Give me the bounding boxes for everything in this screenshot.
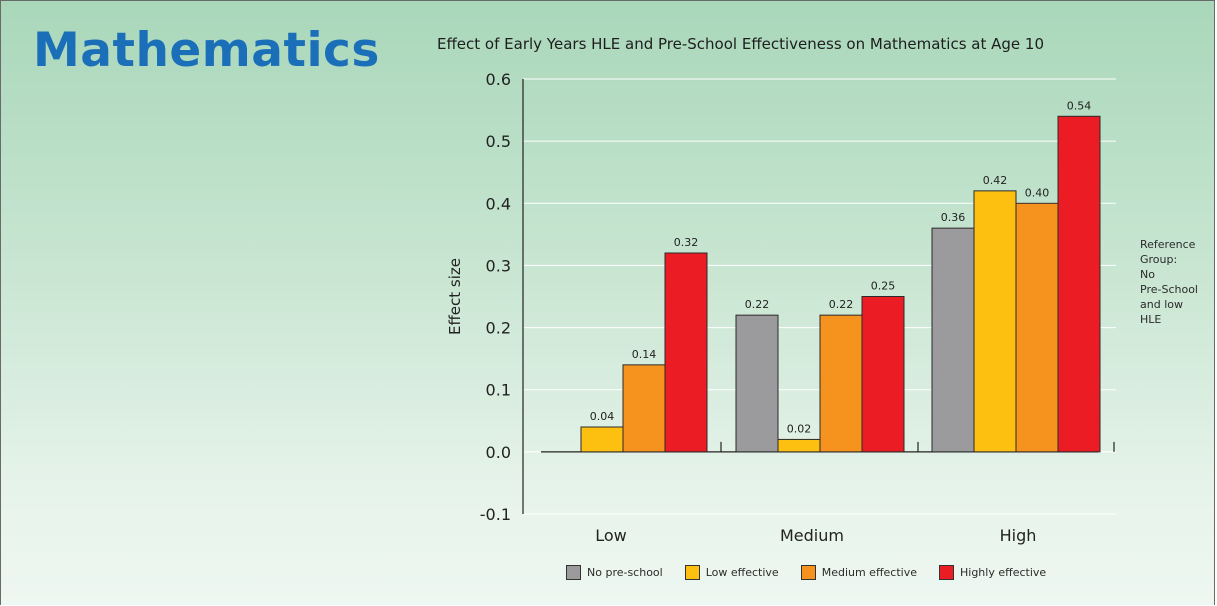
reference-note-line: and low <box>1140 298 1183 311</box>
legend-label: Medium effective <box>821 566 917 579</box>
reference-note-line: No <box>1140 268 1155 281</box>
data-label: 0.25 <box>871 280 896 293</box>
reference-note-line: HLE <box>1140 313 1162 326</box>
data-label: 0.14 <box>632 348 657 361</box>
data-label: 0.40 <box>1025 186 1050 199</box>
y-tick-label: 0.4 <box>486 194 511 213</box>
bar <box>580 426 624 453</box>
y-tick-label: 0.3 <box>486 256 511 275</box>
data-label: 0.32 <box>674 236 699 249</box>
legend-label: No pre-school <box>587 566 663 579</box>
legend-item-medium-effective: Medium effective <box>800 565 917 580</box>
y-axis-label: Effect size <box>446 258 464 335</box>
legend-swatch <box>684 565 700 580</box>
bar <box>861 296 905 453</box>
legend-label: Low effective <box>705 566 779 579</box>
x-tick-label: Low <box>595 526 627 545</box>
legend-label: Highly effective <box>960 566 1047 579</box>
legend: No pre-school Low effective Medium effec… <box>566 565 1068 580</box>
x-tick-label: High <box>1000 526 1037 545</box>
bar <box>1057 115 1101 453</box>
data-label: 0.22 <box>745 298 770 311</box>
legend-item-no-pre-school: No pre-school <box>566 565 663 580</box>
y-tick-label: 0.2 <box>486 319 511 338</box>
legend-swatch <box>566 565 581 580</box>
y-tick-label: -0.1 <box>480 505 511 524</box>
data-label: 0.04 <box>590 410 615 423</box>
legend-item-low-effective: Low effective <box>684 565 779 580</box>
chart-title: Effect of Early Years HLE and Pre-School… <box>437 35 1045 53</box>
bar <box>973 190 1017 453</box>
legend-item-highly-effective: Highly effective <box>939 565 1046 580</box>
bar <box>664 252 708 453</box>
legend-swatch <box>800 565 816 580</box>
y-tick-label: 0.1 <box>486 381 511 400</box>
bar <box>777 438 821 453</box>
bar <box>622 364 666 453</box>
y-tick-label: 0.6 <box>486 70 511 89</box>
data-label: 0.54 <box>1067 99 1092 112</box>
reference-note-line: Reference <box>1140 238 1196 251</box>
data-label: 0.36 <box>941 211 966 224</box>
data-label: 0.22 <box>829 298 854 311</box>
page-heading: Mathematics <box>33 23 380 78</box>
x-tick-label: Medium <box>780 526 844 545</box>
bar <box>819 314 863 453</box>
y-tick-label: 0.5 <box>486 132 511 151</box>
reference-note: Reference Group: No Pre-School and low H… <box>1140 237 1210 327</box>
bar <box>735 314 779 453</box>
data-label: 0.42 <box>983 174 1008 187</box>
y-tick-label: 0.0 <box>486 443 511 462</box>
legend-swatch <box>939 565 954 580</box>
bar <box>1015 202 1059 453</box>
bar <box>931 227 975 453</box>
data-label: 0.02 <box>787 422 812 435</box>
reference-note-line: Pre-School <box>1140 283 1198 296</box>
reference-note-line: Group: <box>1140 253 1178 266</box>
